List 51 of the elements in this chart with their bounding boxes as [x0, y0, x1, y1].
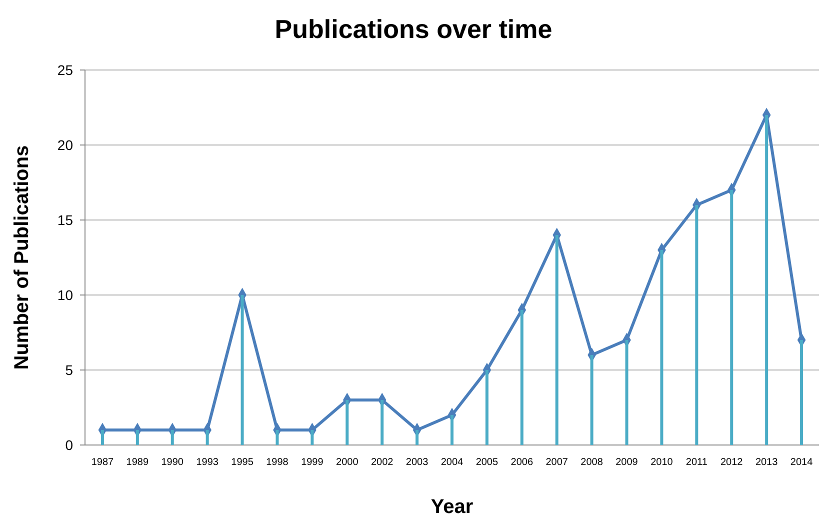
bar: [730, 190, 734, 445]
bar: [240, 295, 244, 445]
y-tick-label: 25: [57, 62, 74, 78]
bar: [800, 340, 804, 445]
bar: [206, 430, 209, 445]
y-tick-label: 5: [65, 362, 74, 378]
x-tick-label: 2010: [650, 457, 674, 468]
x-tick-label: 2002: [370, 457, 394, 468]
x-tick-label: 2008: [580, 457, 604, 468]
bar: [100, 430, 104, 445]
x-tick-label: 2007: [546, 457, 568, 468]
bar: [276, 430, 279, 445]
x-tick-label: 1995: [231, 457, 254, 468]
x-tick-label: 1999: [301, 457, 324, 468]
chart-title: Publications over time: [274, 14, 552, 44]
bar: [625, 340, 628, 445]
x-tick-label: 2011: [686, 457, 708, 468]
bar: [346, 400, 349, 445]
x-tick-label: 1993: [196, 457, 219, 468]
x-tick-label: 2014: [790, 457, 814, 468]
y-tick-label: 0: [65, 436, 74, 453]
x-tick-label: 1989: [126, 457, 149, 468]
bar: [660, 250, 664, 445]
x-tick-label: 2013: [755, 457, 778, 468]
bar: [450, 415, 454, 445]
x-tick-label: 2009: [616, 457, 638, 468]
x-tick-label: 2006: [510, 457, 534, 468]
bar: [416, 430, 419, 445]
bar: [136, 430, 139, 445]
x-tick-label: 2012: [720, 457, 744, 468]
bar: [310, 430, 314, 445]
x-tick-label: 1990: [161, 457, 184, 468]
x-tick-label: 2003: [406, 457, 429, 468]
x-tick-label: 1998: [266, 457, 289, 468]
bar: [765, 115, 768, 445]
y-tick-label: 15: [57, 212, 74, 228]
x-tick-label: 2000: [336, 457, 359, 468]
bar: [485, 370, 488, 445]
bar: [380, 400, 384, 445]
x-tick-label: 2005: [476, 457, 499, 468]
y-axis-title: Number of Publications: [11, 145, 33, 370]
y-tick-label: 10: [57, 286, 74, 303]
bar: [555, 235, 558, 445]
bar: [520, 310, 524, 445]
x-tick-label: 2004: [440, 457, 464, 468]
x-tick-label: 1987: [91, 457, 114, 468]
bar: [695, 205, 698, 445]
bar: [170, 430, 174, 445]
bar: [590, 355, 594, 445]
y-tick-label: 20: [57, 136, 74, 153]
x-axis-title: Year: [430, 496, 474, 518]
